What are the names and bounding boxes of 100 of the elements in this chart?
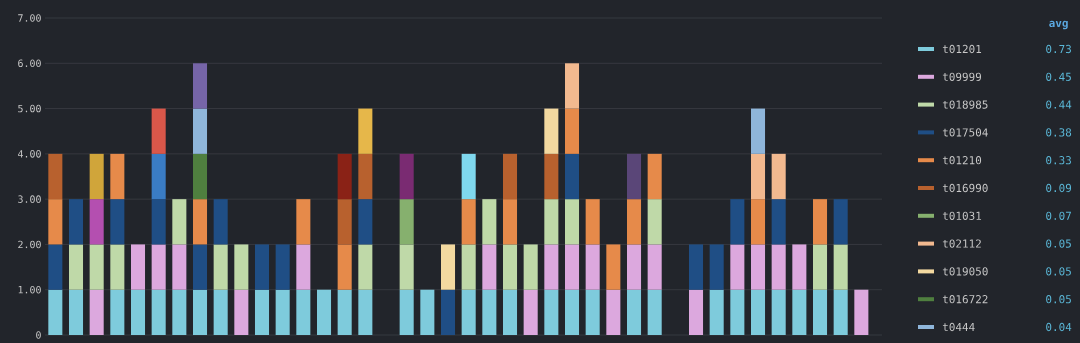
bar <box>730 244 745 290</box>
bar <box>192 153 208 200</box>
bar <box>399 244 414 290</box>
bar <box>750 153 766 200</box>
bar <box>564 153 580 200</box>
bar <box>316 289 332 335</box>
bar <box>564 289 580 335</box>
bar <box>68 244 84 290</box>
bar <box>213 289 228 335</box>
bar <box>275 289 290 335</box>
bar <box>585 289 600 335</box>
bar <box>709 289 724 335</box>
bar <box>812 199 828 245</box>
legend-label: t019050 <box>942 267 988 276</box>
bar <box>420 289 435 335</box>
text: 0.07 <box>1046 211 1071 220</box>
bar <box>192 199 208 245</box>
bar <box>750 199 766 245</box>
bar <box>399 199 414 245</box>
bar <box>750 289 766 335</box>
bar <box>544 153 559 200</box>
bar <box>68 289 84 335</box>
bar <box>399 153 414 200</box>
bar <box>564 108 580 154</box>
bar <box>502 289 518 335</box>
bar <box>523 289 538 335</box>
bar <box>254 289 270 335</box>
bar <box>110 153 125 200</box>
bar <box>792 289 807 335</box>
bar <box>296 289 311 335</box>
legend-label: t016990 <box>942 183 988 193</box>
bar <box>48 199 63 245</box>
y-tick-label: 6.00 <box>18 59 41 68</box>
bar <box>730 199 745 245</box>
bar <box>172 199 187 245</box>
text: 0.05 <box>1046 267 1071 276</box>
bar <box>854 289 869 335</box>
bar <box>688 289 704 335</box>
legend-label: t01201 <box>942 44 982 54</box>
bar <box>213 199 228 245</box>
bar <box>626 244 642 290</box>
bar <box>89 244 104 290</box>
text: 0.04 <box>1046 322 1072 332</box>
bar <box>358 153 373 200</box>
text: 0.44 <box>1046 100 1072 109</box>
legend-label: t02112 <box>942 239 981 248</box>
legend-label: t01031 <box>942 211 982 220</box>
bar <box>482 199 497 245</box>
bar <box>151 108 166 154</box>
bar <box>482 289 497 335</box>
bar <box>254 244 270 290</box>
bar <box>792 244 807 290</box>
bar <box>192 63 208 109</box>
bar <box>48 244 63 290</box>
bar <box>606 244 621 290</box>
bar <box>771 289 786 335</box>
y-tick-label: 7.00 <box>18 14 41 22</box>
bar <box>544 289 559 335</box>
bar <box>192 108 208 154</box>
bar <box>337 153 352 200</box>
bar <box>151 289 166 335</box>
bar <box>358 289 373 335</box>
bar <box>213 244 228 290</box>
y-tick-label: 3.00 <box>18 195 41 203</box>
bar <box>647 153 662 200</box>
bar <box>68 199 84 245</box>
text: 0.45 <box>1046 72 1071 81</box>
bar <box>130 289 146 335</box>
bar <box>48 153 63 200</box>
bar <box>771 153 786 200</box>
bar <box>399 289 414 335</box>
text: 0.73 <box>1046 44 1071 54</box>
bar <box>523 244 538 290</box>
bar <box>234 244 249 290</box>
legend-label: t016722 <box>942 295 988 304</box>
bar <box>626 153 642 200</box>
bar <box>812 244 828 290</box>
bar <box>709 244 724 290</box>
bar <box>688 244 704 290</box>
bar <box>130 244 146 290</box>
y-tick-label: 2.00 <box>18 240 41 249</box>
bar <box>585 199 600 245</box>
y-tick-label: 1.00 <box>18 285 41 294</box>
bar <box>606 289 621 335</box>
bar <box>626 289 642 335</box>
bar <box>89 199 104 245</box>
bar <box>358 108 373 154</box>
bar <box>626 199 642 245</box>
bar <box>833 199 848 245</box>
bar <box>564 244 580 290</box>
bar <box>337 289 352 335</box>
bar <box>461 289 476 335</box>
bar <box>172 244 187 290</box>
legend-label: t0444 <box>942 322 975 332</box>
bar <box>771 244 786 290</box>
bar <box>544 108 559 154</box>
bar <box>110 289 125 335</box>
text: 0.05 <box>1046 239 1071 248</box>
bar <box>234 289 249 335</box>
bar <box>151 153 166 200</box>
